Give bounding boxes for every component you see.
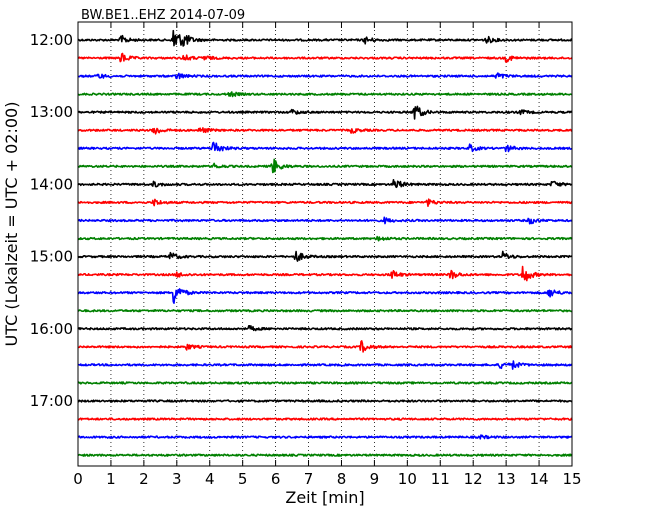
trace-1415 (77, 198, 573, 207)
trace-1545 (77, 309, 573, 313)
x-tick-label: 2 (139, 470, 149, 488)
trace-1200 (77, 29, 573, 47)
x-tick-label: 11 (431, 470, 450, 488)
axis-ticks (77, 22, 573, 466)
trace-1300 (77, 105, 573, 120)
x-tick-label: 14 (530, 470, 549, 488)
x-tick-label: 0 (73, 470, 83, 488)
x-tick-labels: 0 1 2 3 4 5 6 7 8 9 10 11 12 13 14 15 (73, 470, 581, 488)
y-tick-label: 13:00 (30, 103, 73, 121)
x-tick-label: 9 (370, 470, 380, 488)
trace-1230 (77, 72, 573, 80)
x-tick-label: 10 (398, 470, 417, 488)
x-tick-label: 7 (304, 470, 314, 488)
y-tick-label: 17:00 (30, 392, 73, 410)
plot-frame (77, 21, 573, 467)
trace-1630 (77, 360, 573, 370)
trace-1400 (77, 179, 573, 189)
x-tick-label: 8 (337, 470, 347, 488)
trace-1430 (77, 216, 573, 225)
x-tick-label: 5 (238, 470, 248, 488)
chart-title: BW.BE1..EHZ 2014-07-09 (81, 8, 245, 23)
x-axis-label: Zeit [min] (285, 488, 364, 507)
trace-1330 (77, 141, 573, 153)
trace-1530 (77, 288, 573, 304)
trace-1245 (77, 91, 573, 98)
trace-1715 (77, 417, 573, 421)
x-tick-label: 15 (562, 470, 581, 488)
trace-1600 (77, 325, 573, 332)
trace-1315 (77, 127, 573, 135)
y-tick-label: 15:00 (30, 248, 73, 266)
seismogram-traces (77, 29, 573, 457)
trace-1215 (77, 52, 573, 63)
trace-1615 (77, 340, 573, 353)
y-tick-labels: 12:00 13:00 14:00 15:00 16:00 17:00 (30, 31, 73, 410)
trace-1745 (77, 453, 573, 457)
y-tick-label: 14:00 (30, 175, 73, 193)
y-tick-label: 16:00 (30, 320, 73, 338)
grid-lines (110, 22, 540, 466)
trace-1515 (77, 265, 573, 282)
x-tick-label: 12 (464, 470, 483, 488)
x-tick-label: 4 (205, 470, 215, 488)
x-tick-label: 3 (172, 470, 182, 488)
y-axis-label: UTC (Lokalzeit = UTC + 02:00) (2, 102, 21, 347)
trace-1445 (77, 235, 573, 242)
x-tick-label: 1 (106, 470, 116, 488)
trace-1345 (77, 158, 573, 174)
trace-1500 (77, 250, 573, 262)
y-tick-label: 12:00 (30, 31, 73, 49)
x-tick-label: 6 (271, 470, 281, 488)
trace-1645 (77, 381, 573, 385)
trace-1700 (77, 399, 573, 403)
trace-1730 (77, 434, 573, 440)
x-tick-label: 13 (497, 470, 516, 488)
